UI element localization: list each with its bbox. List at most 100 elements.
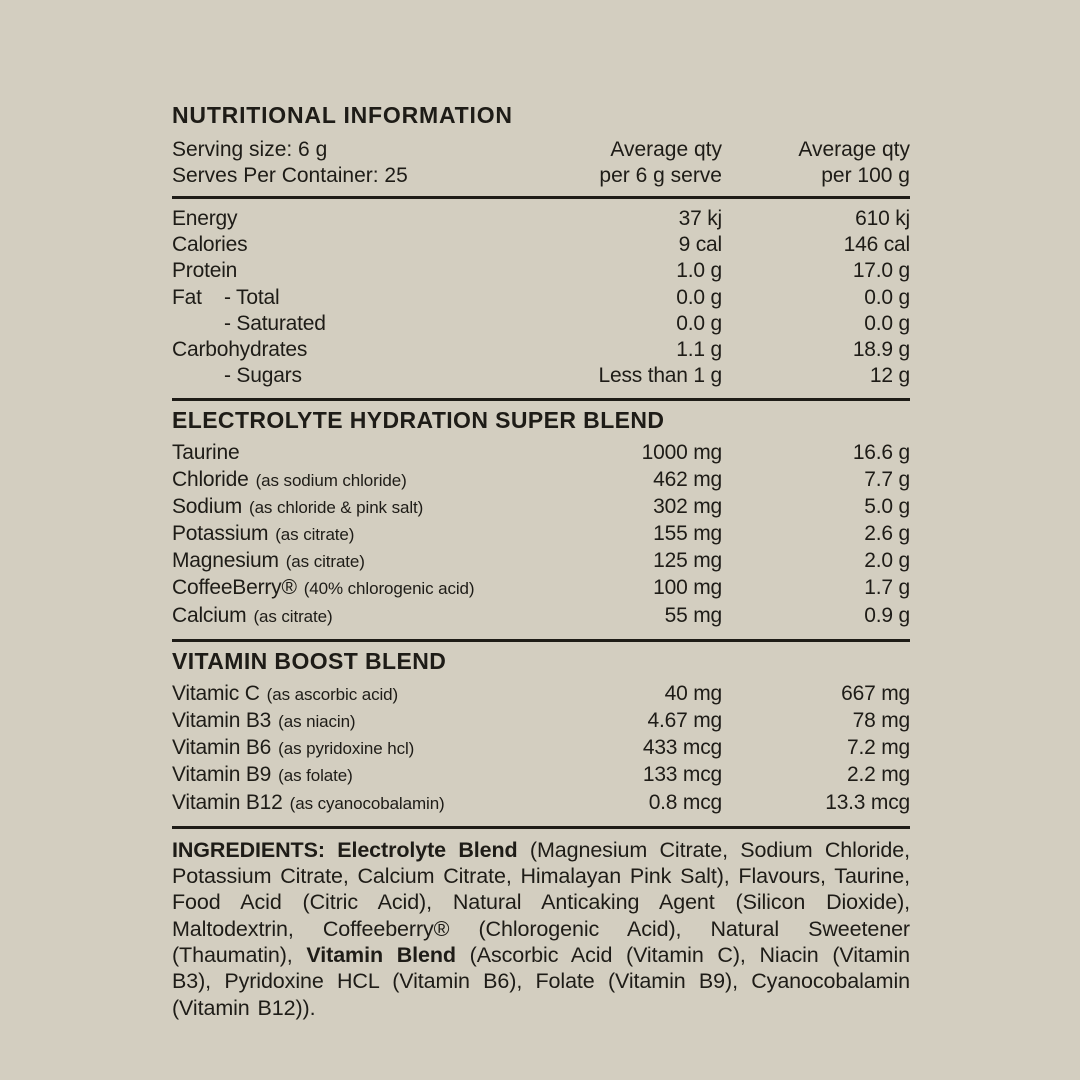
row-label: - Sugars (172, 363, 572, 389)
row-label: Fat - Total (172, 285, 572, 311)
column-header-per-100g-line1: Average qty (798, 138, 910, 161)
column-header-per-100g: Average qty per 100 g (722, 137, 910, 189)
row-note: (as niacin) (278, 712, 356, 732)
row-label: Vitamin B9 (as folate) (172, 762, 572, 789)
serving-info: Serving size: 6 g Serves Per Container: … (172, 137, 572, 189)
nutrient-row: Taurine 1000 mg 16.6 g (172, 440, 910, 466)
nutrient-row: - Sugars Less than 1 g 12 g (172, 363, 910, 389)
nutrition-section: ELECTROLYTE HYDRATION SUPER BLEND Taurin… (172, 398, 910, 631)
row-value-serve: 0.0 g (676, 311, 722, 335)
row-value-100g: 13.3 mcg (825, 790, 910, 814)
row-value-serve: 4.67 mg (647, 709, 723, 733)
row-value-100g: 0.0 g (864, 285, 910, 309)
row-note: (as citrate) (285, 552, 365, 572)
section-divider-final (172, 825, 910, 829)
row-value-serve: Less than 1 g (598, 364, 723, 388)
row-label: Carbohydrates (172, 337, 572, 363)
section-rows: Taurine 1000 mg 16.6 g Chloride (as sodiu… (172, 439, 910, 631)
row-label: CoffeeBerry® (40% chlorogenic acid) (172, 575, 572, 602)
row-value-serve: 125 mg (653, 549, 722, 573)
nutrient-row: CoffeeBerry® (40% chlorogenic acid) 100 m… (172, 575, 910, 602)
nutrient-row: Magnesium (as citrate) 125 mg 2.0 g (172, 548, 910, 575)
row-label: Vitamin B3 (as niacin) (172, 708, 572, 735)
section-rows: Vitamic C (as ascorbic acid) 40 mg 667 mg… (172, 680, 910, 819)
ingredients-part: (Magnesium Citrate, Sodium Chloride, Pot… (172, 837, 911, 968)
row-value-100g: 146 cal (843, 233, 911, 257)
row-label-main: CoffeeBerry® (172, 576, 297, 600)
row-label-main: - Total (224, 285, 280, 309)
row-label: Vitamic C (as ascorbic acid) (172, 681, 572, 708)
section-divider (172, 638, 910, 642)
row-value-100g: 18.9 g (852, 338, 910, 362)
row-label-main: - Saturated (224, 311, 326, 335)
ingredients-text: INGREDIENTS: Electrolyte Blend (Magnesiu… (172, 837, 910, 1021)
row-label: Taurine (172, 440, 572, 466)
nutrient-row: Carbohydrates 1.1 g 18.9 g (172, 337, 910, 363)
row-label: Energy (172, 206, 572, 232)
nutrient-row: Energy 37 kj 610 kj (172, 206, 910, 232)
row-value-100g: 0.9 g (864, 603, 910, 627)
row-label-main: Vitamin B6 (172, 736, 272, 760)
row-label-main: Magnesium (172, 549, 279, 573)
nutrient-row: Potassium (as citrate) 155 mg 2.6 g (172, 521, 910, 548)
nutrient-row: Calories 9 cal 146 cal (172, 232, 910, 258)
row-label-main: Vitamin B3 (172, 709, 272, 733)
row-value-100g: 667 mg (841, 681, 910, 705)
row-label: - Saturated (172, 311, 572, 337)
row-note: (as pyridoxine hcl) (278, 739, 415, 759)
row-label: Vitamin B6 (as pyridoxine hcl) (172, 735, 572, 762)
row-note: (as citrate) (253, 606, 333, 626)
column-header-per-serve: Average qty per 6 g serve (572, 137, 722, 189)
nutrition-panel: NUTRITIONAL INFORMATION Serving size: 6 … (172, 102, 910, 1021)
row-value-serve: 0.0 g (676, 285, 722, 309)
row-value-100g: 17.0 g (852, 259, 910, 283)
row-label-main: Vitamin B12 (172, 790, 283, 814)
row-value-serve: 433 mcg (642, 736, 722, 760)
serving-size: Serving size: 6 g (172, 138, 328, 161)
ingredients-part: (Ascorbic Acid (Vitamin C), Niacin (Vita… (172, 943, 911, 1020)
row-label-main: Potassium (172, 522, 269, 546)
nutrient-row: Vitamin B6 (as pyridoxine hcl) 433 mcg 7.… (172, 735, 910, 762)
row-label-main: Protein (172, 259, 238, 283)
column-header-per-serve-line2: per 6 g serve (599, 164, 722, 187)
section-divider (172, 398, 910, 402)
nutrient-row: Protein 1.0 g 17.0 g (172, 258, 910, 284)
row-label-main: Calcium (172, 603, 247, 627)
nutrient-row: Vitamic C (as ascorbic acid) 40 mg 667 mg (172, 681, 910, 708)
column-header-per-100g-line2: per 100 g (821, 164, 910, 187)
row-label-main: Energy (172, 207, 238, 230)
ingredients-bold-part: Electrolyte Blend (337, 837, 518, 862)
row-value-serve: 302 mg (653, 494, 722, 518)
row-value-100g: 2.6 g (864, 522, 910, 546)
row-value-serve: 0.8 mcg (648, 790, 723, 814)
row-value-serve: 155 mg (653, 522, 722, 546)
panel-title: NUTRITIONAL INFORMATION (172, 102, 513, 128)
row-label-main: Chloride (172, 467, 249, 491)
nutrient-row: Chloride (as sodium chloride) 462 mg 7.7 … (172, 467, 910, 494)
row-value-100g: 610 kj (855, 207, 910, 230)
row-value-100g: 16.6 g (852, 441, 910, 465)
row-label-main: Vitamin B9 (172, 763, 272, 787)
row-value-serve: 37 kj (678, 207, 723, 230)
row-value-100g: 5.0 g (864, 494, 910, 518)
row-label-main: Vitamic C (172, 681, 260, 705)
nutrient-row: Vitamin B3 (as niacin) 4.67 mg 78 mg (172, 708, 910, 735)
section-rows: Energy 37 kj 610 kj Calories 9 cal 146 c… (172, 205, 910, 391)
row-label: Potassium (as citrate) (172, 521, 572, 548)
row-value-serve: 1.1 g (676, 338, 722, 362)
row-value-100g: 7.2 mg (847, 736, 910, 760)
row-value-100g: 7.7 g (864, 467, 910, 491)
row-note: (as sodium chloride) (255, 470, 407, 490)
row-note: (40% chlorogenic acid) (303, 579, 475, 599)
nutrient-row: Sodium (as chloride & pink salt) 302 mg 5… (172, 494, 910, 521)
ingredients-bold-part: INGREDIENTS: (172, 837, 338, 862)
row-label: Chloride (as sodium chloride) (172, 467, 572, 494)
section-heading: VITAMIN BOOST BLEND (172, 647, 447, 674)
nutrition-section: VITAMIN BOOST BLEND Vitamic C (as ascorbi… (172, 638, 910, 819)
nutrient-row: Vitamin B12 (as cyanocobalamin) 0.8 mcg 1… (172, 790, 910, 817)
row-label: Calcium (as citrate) (172, 603, 572, 630)
row-label-prefix: Fat (172, 285, 202, 309)
row-value-serve: 40 mg (664, 681, 723, 705)
serves-per-container: Serves Per Container: 25 (172, 164, 408, 187)
